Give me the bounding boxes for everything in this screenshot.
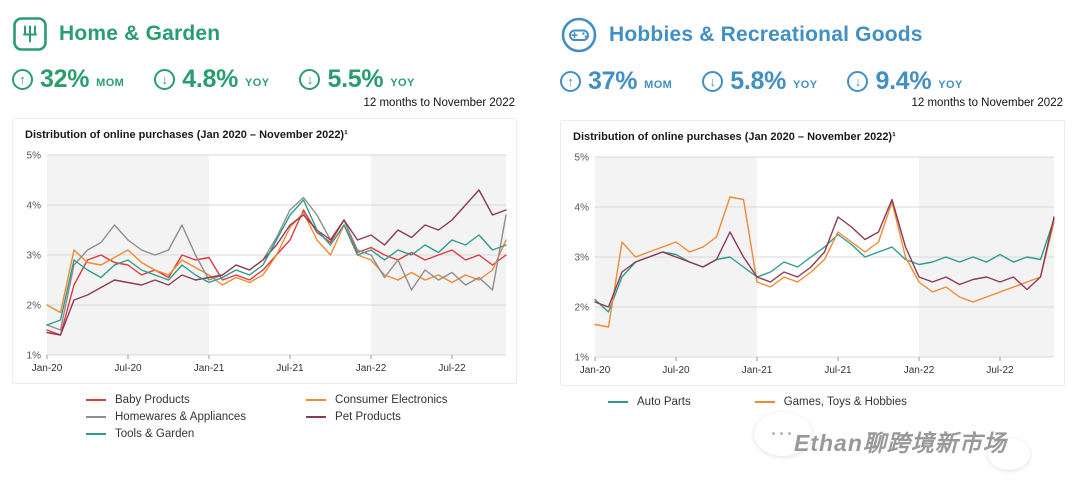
legend-label: Tools & Garden [115, 428, 195, 440]
chat-bubble-icon [988, 438, 1030, 470]
stat-label: MOM [96, 77, 125, 89]
legend-item: Homewares & Appliances [86, 411, 246, 423]
stat-value: 32% [40, 65, 90, 93]
stat-label: YOY [938, 79, 963, 91]
arrow-down-circle-icon: ↓ [847, 71, 869, 92]
legend-swatch [86, 399, 106, 401]
svg-text:1%: 1% [27, 351, 42, 362]
stat-value: 5.5% [327, 65, 384, 93]
legend-label: Auto Parts [637, 396, 691, 408]
svg-text:Jul-21: Jul-21 [824, 365, 852, 376]
svg-text:Jan-22: Jan-22 [904, 365, 935, 376]
legend-label: Pet Products [335, 411, 401, 423]
stat-value: 4.8% [182, 65, 239, 93]
panel-title: Home & Garden [59, 22, 221, 45]
legend-label: Consumer Electronics [335, 394, 448, 406]
svg-text:Jul-22: Jul-22 [986, 365, 1014, 376]
legend-item: Pet Products [306, 411, 447, 423]
panel-title: Hobbies & Recreational Goods [609, 23, 923, 46]
svg-text:Jan-21: Jan-21 [742, 365, 773, 376]
game-controller-icon [560, 16, 598, 54]
panel-header: Hobbies & Recreational Goods [560, 16, 1065, 54]
chart-legend: Auto Parts Games, Toys & Hobbies [608, 396, 1065, 408]
legend-label: Games, Toys & Hobbies [783, 396, 907, 408]
stat-label: YOY [793, 79, 818, 91]
svg-text:Jul-20: Jul-20 [114, 363, 142, 374]
legend-item: Consumer Electronics [306, 394, 448, 406]
stat-value: 5.8% [730, 67, 787, 95]
period-note: 12 months to November 2022 [363, 97, 515, 109]
stat-label: MOM [644, 79, 673, 91]
svg-text:Jan-20: Jan-20 [580, 365, 611, 376]
stat-yoy-1: ↓ 4.8% YOY [154, 65, 269, 94]
line-chart-home-garden: 1% 2% 3% 4% 5% Jan-20 Jul-20 Jan-21 Jul-21 Jan-22… [27, 151, 507, 374]
watermark: ··· Ethan聊跨境新市场 [752, 404, 1078, 479]
legend-swatch [306, 399, 327, 401]
legend-item: Games, Toys & Hobbies [754, 396, 907, 408]
arrow-down-circle-icon: ↓ [154, 69, 176, 90]
stat-mom: ↑ 37% MOM [560, 67, 672, 96]
svg-text:Jul-20: Jul-20 [662, 365, 690, 376]
stat-yoy-2: ↓ 9.4% YOY [847, 67, 962, 96]
legend-swatch [86, 433, 106, 435]
stat-yoy-2: ↓ 5.5% YOY [299, 65, 414, 94]
stats-row: ↑ 37% MOM ↓ 5.8% YOY ↓ 9.4% YOY [560, 67, 1065, 96]
legend-swatch [608, 401, 628, 403]
legend-swatch [754, 401, 775, 403]
stat-yoy-1: ↓ 5.8% YOY [702, 67, 817, 96]
legend-item: Auto Parts [608, 396, 691, 408]
svg-text:5%: 5% [27, 151, 42, 162]
chart-legend: Baby Products Homewares & Appliances Tools… [86, 394, 448, 440]
panel-home-garden: Home & Garden ↑ 32% MOM ↓ 4.8% YOY ↓ 5.5… [12, 0, 517, 440]
arrow-down-circle-icon: ↓ [299, 69, 321, 90]
watermark-text: Ethan聊跨境新市场 [794, 430, 1007, 456]
chart-card: Distribution of online purchases (Jan 20… [12, 118, 517, 384]
stat-mom: ↑ 32% MOM [12, 65, 124, 94]
legend-swatch [86, 416, 106, 418]
svg-text:Jul-22: Jul-22 [438, 363, 466, 374]
legend-label: Homewares & Appliances [115, 411, 247, 423]
svg-text:2%: 2% [27, 301, 42, 312]
period-note: 12 months to November 2022 [911, 97, 1063, 109]
line-chart-hobbies: 1% 2% 3% 4% 5% Jan-20 Jul-20 Jan-21 Jul-21 Jan-22… [575, 153, 1055, 376]
svg-text:Jul-21: Jul-21 [276, 363, 304, 374]
arrow-up-circle-icon: ↑ [560, 71, 581, 92]
stats-row: ↑ 32% MOM ↓ 4.8% YOY ↓ 5.5% YOY [12, 65, 517, 94]
svg-text:4%: 4% [27, 201, 42, 212]
svg-text:Jan-22: Jan-22 [356, 363, 387, 374]
stat-value: 37% [588, 67, 638, 95]
svg-text:5%: 5% [575, 153, 590, 164]
svg-text:3%: 3% [27, 251, 42, 262]
svg-text:1%: 1% [575, 353, 590, 364]
stat-value: 9.4% [875, 67, 932, 95]
legend-item: Baby Products [86, 394, 246, 406]
svg-text:Jan-21: Jan-21 [194, 363, 225, 374]
svg-text:3%: 3% [575, 253, 590, 264]
legend-label: Baby Products [115, 394, 190, 406]
svg-text:4%: 4% [575, 203, 590, 214]
panel-hobbies-recreational: Hobbies & Recreational Goods ↑ 37% MOM ↓… [560, 0, 1065, 408]
legend-swatch [306, 416, 327, 418]
stat-label: YOY [245, 77, 270, 89]
chart-title: Distribution of online purchases (Jan 20… [573, 131, 896, 143]
chat-bubble-dots: ··· [771, 423, 795, 444]
stat-label: YOY [390, 77, 415, 89]
legend-item: Tools & Garden [86, 428, 246, 440]
chart-card: Distribution of online purchases (Jan 20… [560, 120, 1065, 386]
chat-bubble-icon: ··· [754, 412, 812, 456]
svg-text:2%: 2% [575, 303, 590, 314]
chart-title: Distribution of online purchases (Jan 20… [25, 129, 348, 141]
svg-text:Jan-20: Jan-20 [32, 363, 63, 374]
arrow-up-circle-icon: ↑ [12, 69, 33, 90]
panel-header: Home & Garden [12, 16, 517, 52]
garden-tools-icon [12, 16, 48, 52]
arrow-down-circle-icon: ↓ [702, 71, 724, 92]
